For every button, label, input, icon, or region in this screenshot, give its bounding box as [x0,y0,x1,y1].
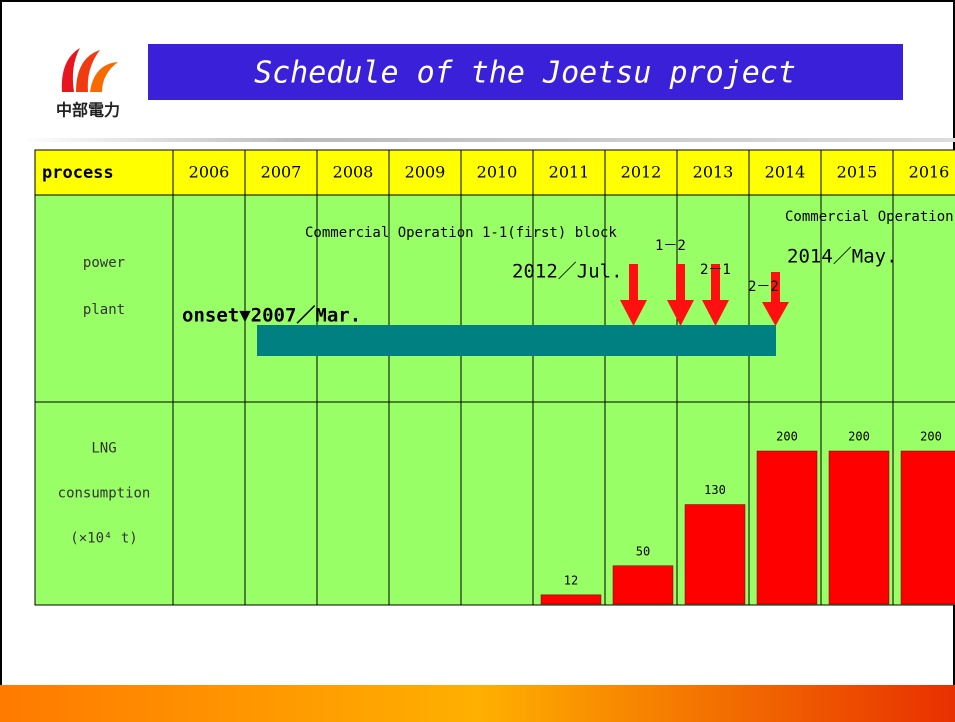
bar [828,450,890,605]
value-label: 12 [564,573,578,587]
logo-text: 中部電力 [56,101,120,120]
year-header: 2016 [909,163,950,182]
value-label: 200 [776,430,798,444]
annotation: Commercial Operation 1-1(first) block [305,225,617,241]
value-label: 130 [704,483,726,497]
annotation: 2014／May. [787,246,898,268]
year-header: 2007 [261,163,302,182]
annotation: 2－2 [748,279,779,295]
year-header: 2012 [621,163,662,182]
year-header: 2011 [549,163,590,182]
arrows [620,264,789,326]
bar [684,504,746,605]
year-header: 2006 [189,163,230,182]
value-label: 200 [848,430,870,444]
construction-bar [257,325,776,356]
annotation: 2012／Jul. [512,261,623,283]
rule [20,138,955,142]
table: process 2006 2007 2008 2009 2010 2011 2012 2013 2… [34,149,955,606]
bar [900,450,955,605]
row-label: LNG [91,441,116,457]
header-cell: process [42,163,114,183]
header-row [34,149,955,196]
logo: 中部電力 [56,48,120,120]
year-header: 2009 [405,163,446,182]
footer-band [0,685,955,722]
title: Schedule of the Joetsu project [254,56,796,91]
value-label: 50 [636,544,650,558]
year-header: 2014 [765,163,806,182]
annotation: onset▼2007／Mar. [182,304,361,327]
row-label: plant [83,302,125,318]
year-header: 2008 [333,163,374,182]
row-label: power [83,255,125,271]
value-label: 200 [920,430,942,444]
row-label: consumption [58,486,151,502]
row-label: (×10⁴ t) [70,531,137,547]
year-header: 2013 [693,163,734,182]
annotation: 2－1 [700,262,731,278]
year-header: 2015 [837,163,878,182]
bar [612,565,674,605]
bar [756,450,818,605]
annotation: Commercial Operation [785,209,954,225]
annotation: 1－2 [655,238,686,254]
year-header: 2010 [477,163,518,182]
bar [540,594,602,605]
title-banner [148,44,903,100]
